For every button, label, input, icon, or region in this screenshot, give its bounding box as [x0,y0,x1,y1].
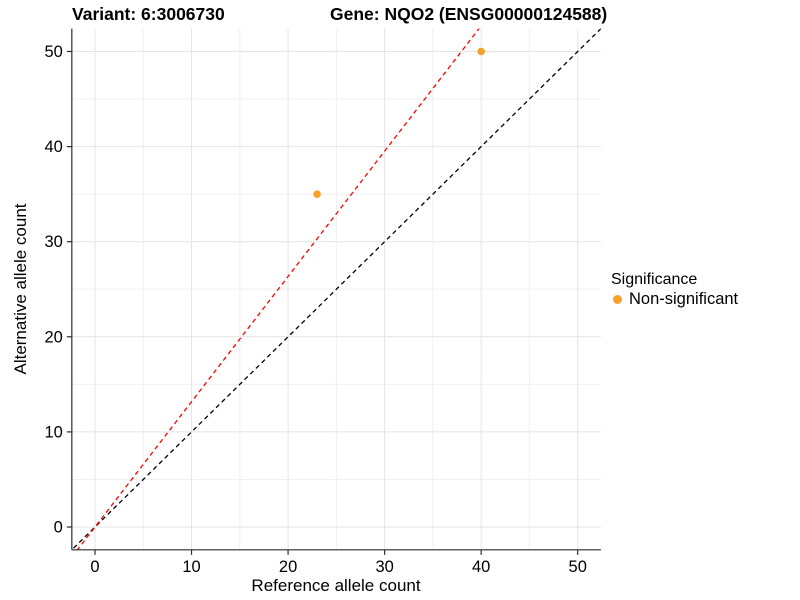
x-axis-title: Reference allele count [251,576,421,595]
data-point [477,47,485,56]
legend-item-label: Non-significant [629,290,739,308]
x-tick-label: 50 [569,558,587,576]
x-tick-label: 10 [182,558,200,576]
data-point [313,190,321,198]
identity-line [71,28,601,550]
x-tick-label: 40 [472,558,490,576]
legend-item: Non-significant [611,290,739,308]
x-tick-label: 30 [375,558,393,576]
x-tick-label: 0 [90,558,99,576]
y-tick-label: 10 [44,423,62,441]
legend: Significance Non-significant [611,270,738,308]
y-tick-label: 0 [54,519,63,537]
y-tick-label: 50 [44,43,62,61]
gene-title: Gene: NQO2 (ENSG00000124588) [330,4,608,24]
y-axis-title: Alternative allele count [11,203,30,375]
legend-title: Significance [611,271,698,288]
fit-through-origin-line [76,28,480,550]
y-tick-label: 40 [44,138,62,156]
x-tick-label: 20 [279,558,297,576]
y-tick-label: 30 [44,233,62,251]
y-tick-label: 20 [44,328,62,346]
variant-title: Variant: 6:3006730 [72,4,225,24]
legend-point-marker [613,295,622,304]
